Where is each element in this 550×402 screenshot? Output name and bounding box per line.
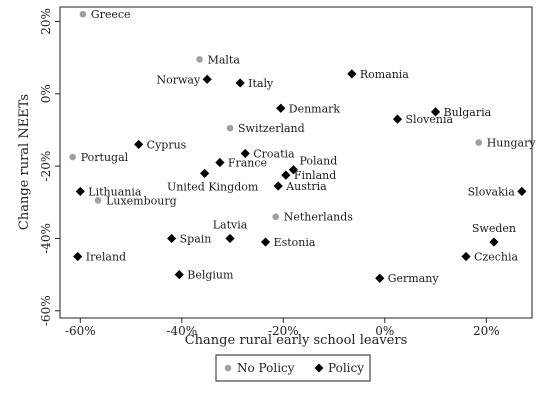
point-label-slovakia: Slovakia — [468, 185, 516, 198]
x-tick-label: 20% — [473, 324, 500, 338]
axes: -60% -40% -20% 0% 20% -60% -40% -20% 0% 20% — [39, 8, 500, 338]
point-norway — [202, 74, 212, 84]
y-tick-label: 20% — [39, 8, 53, 35]
point-label-bulgaria: Bulgaria — [444, 106, 492, 119]
point-germany — [375, 273, 385, 283]
point-label-czechia: Czechia — [474, 251, 518, 264]
point-spain — [167, 233, 177, 244]
legend: No Policy Policy — [215, 354, 371, 382]
point-label-france: France — [228, 157, 267, 170]
point-label-slovenia: Slovenia — [406, 113, 454, 126]
legend-box — [215, 354, 371, 382]
point-label-italy: Italy — [248, 77, 274, 90]
point-switzerland — [226, 124, 234, 132]
point-label-greece: Greece — [91, 8, 131, 21]
point-label-poland: Poland — [299, 155, 337, 168]
point-label-netherlands: Netherlands — [284, 211, 354, 224]
x-tick-label: -60% — [65, 324, 96, 338]
point-label-luxembourg: Luxembourg — [106, 194, 177, 207]
point-label-croatia: Croatia — [253, 147, 295, 160]
y-axis-title: Change rural NEETs — [17, 94, 32, 230]
point-label-spain: Spain — [180, 232, 212, 245]
point-sweden — [489, 237, 499, 247]
point-label-united-kingdom: United Kingdom — [167, 180, 259, 193]
legend-marker-no-policy — [224, 364, 232, 372]
point-label-romania: Romania — [360, 68, 409, 81]
point-label-cyprus: Cyprus — [147, 138, 187, 151]
chart-marks: Greece Malta Switzerland Portugal Luxembourg… — [69, 8, 536, 285]
x-tick-label: -40% — [166, 324, 197, 338]
point-poland — [288, 165, 299, 175]
point-lithuania — [75, 186, 85, 197]
point-romania — [347, 69, 357, 79]
point-denmark — [276, 103, 286, 113]
point-label-switzerland: Switzerland — [238, 122, 305, 135]
point-hungary — [475, 139, 483, 146]
point-greece — [79, 10, 87, 18]
x-axis-title: Change rural early school leavers — [185, 333, 408, 348]
legend-label-no-policy: No Policy — [237, 361, 295, 375]
plot-frame — [59, 6, 533, 319]
point-france — [215, 157, 225, 168]
point-ireland — [73, 251, 83, 262]
y-tick-label: -20% — [39, 151, 53, 182]
point-bulgaria — [430, 107, 441, 117]
point-portugal — [69, 153, 76, 161]
point-label-lithuania: Lithuania — [88, 185, 142, 198]
point-latvia — [225, 233, 235, 244]
point-label-austria: Austria — [285, 180, 327, 193]
y-tick-label: -40% — [39, 223, 53, 254]
point-estonia — [260, 237, 271, 247]
point-luxembourg — [94, 197, 102, 204]
point-czechia — [461, 251, 471, 262]
point-italy — [235, 78, 245, 88]
y-tick-label: 0% — [39, 84, 53, 103]
point-label-sweden: Sweden — [472, 222, 516, 235]
x-tick-label: 0% — [375, 324, 394, 338]
point-label-portugal: Portugal — [81, 151, 129, 164]
point-label-hungary: Hungary — [487, 137, 537, 150]
point-label-latvia: Latvia — [213, 218, 248, 231]
point-label-belgium: Belgium — [187, 269, 234, 282]
point-malta — [196, 56, 203, 63]
point-austria — [273, 181, 283, 191]
point-netherlands — [272, 213, 279, 221]
point-label-germany: Germany — [388, 272, 440, 285]
point-label-estonia: Estonia — [274, 236, 316, 249]
legend-marker-policy — [314, 363, 324, 373]
y-tick-label: -60% — [39, 295, 53, 326]
point-belgium — [174, 270, 184, 280]
point-label-malta: Malta — [208, 53, 241, 66]
point-label-denmark: Denmark — [289, 102, 341, 115]
point-slovenia — [392, 114, 403, 124]
point-label-ireland: Ireland — [86, 251, 126, 264]
point-cyprus — [134, 139, 144, 150]
legend-label-policy: Policy — [328, 361, 364, 375]
point-label-norway: Norway — [156, 73, 200, 86]
point-united-kingdom — [200, 168, 210, 178]
x-tick-label: -20% — [268, 324, 299, 338]
point-finland — [281, 170, 291, 180]
point-label-finland: Finland — [294, 169, 336, 182]
point-croatia — [240, 148, 250, 159]
point-slovakia — [517, 186, 527, 197]
